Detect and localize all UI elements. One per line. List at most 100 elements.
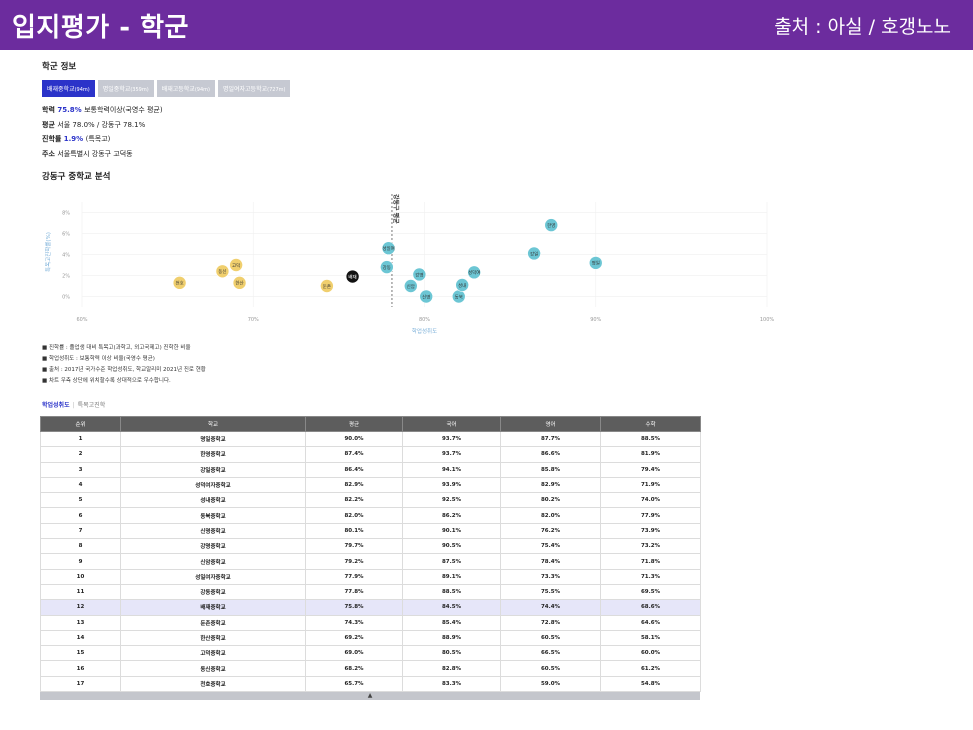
column-header[interactable]: 학교 [120,416,306,432]
table-cell: 83.3% [402,675,501,693]
table-cell: 11 [40,583,121,601]
info-row: 평균 서울 78.0% / 강동구 78.1% [42,118,702,133]
table-cell: 88.5% [402,583,501,601]
scatter-point [544,218,559,232]
x-tick-label: 100% [760,317,775,323]
scatter-point [455,278,469,292]
table-cell: 87.4% [305,446,403,463]
table-row: 5 성내중학교 82.2% 92.5% 80.2% 74.0% [40,492,701,509]
tab-special-school[interactable]: 특목고진학 [77,402,106,409]
point-label: 명일 [592,260,600,267]
table-cell: 82.9% [305,476,403,494]
table-cell: 80.5% [402,645,501,662]
table-cell: 74.4% [500,599,601,616]
table-cell: 13 [40,614,121,631]
table-cell: 둔촌중학교 [120,614,306,631]
tab-achievement[interactable]: 학업성취도 [42,402,70,409]
table-cell: 59.0% [500,675,601,693]
table-cell: 77.8% [305,583,403,601]
table-cell: 8 [40,538,121,555]
table-row: 6 동북중학교 82.0% 86.2% 82.0% 77.9% [40,507,701,524]
table-cell: 1 [40,430,121,448]
table-cell: 명일중학교 [120,430,306,448]
y-tick-label: 4% [62,253,70,259]
point-label: 한산 [235,280,243,287]
info-value: 75.8% [57,106,85,114]
table-cell: 73.3% [500,568,601,585]
table-cell: 성내중학교 [120,492,306,509]
table-row: 10 성일여자중학교 77.9% 89.1% 73.3% 71.3% [40,568,701,585]
table-cell: 79.7% [305,538,403,555]
school-tab-distance: (94m) [194,87,210,93]
table-cell: 75.8% [305,599,403,616]
table-cell: 60.0% [600,645,701,662]
table-cell: 90.5% [402,538,501,555]
table-row: 15 고덕중학교 69.0% 80.5% 66.5% 60.0% [40,645,701,662]
table-cell: 82.9% [500,476,601,494]
y-tick-label: 2% [62,274,70,280]
school-tab-name: 명일여자고등학교 [222,86,268,93]
scatter-point [345,269,360,284]
page-title: 입지평가 - 학군 [12,12,189,43]
table-cell: 86.4% [305,461,403,478]
table-cell: 동북중학교 [120,507,306,524]
column-header[interactable]: 평균 [305,416,403,432]
column-header[interactable]: 국어 [402,416,501,432]
table-cell: 65.7% [305,675,403,693]
info-label: 주소 [42,149,58,158]
table-cell: 17 [40,675,121,693]
info-value: 1.9% [63,135,86,143]
school-tab-3[interactable]: 명일여자고등학교(727m) [217,80,291,97]
table-cell: 86.2% [402,507,501,524]
table-row: 4 성덕여자중학교 82.9% 93.9% 82.9% 71.9% [40,476,701,494]
table-cell: 87.7% [500,430,601,448]
scroll-up-button[interactable]: ▲ [40,692,700,700]
table-cell: 80.1% [305,522,403,540]
table-row: 3 강일중학교 86.4% 94.1% 85.8% 79.4% [40,461,701,478]
table-cell: 7 [40,522,121,540]
x-tick-label: 80% [419,317,430,323]
table-row: 17 천호중학교 65.7% 83.3% 59.0% 54.8% [40,675,701,693]
y-axis-label: 특목고진학률(%) [44,232,52,272]
x-axis-label: 학업성취도 [412,327,437,335]
school-tab-2[interactable]: 배재고등학교(94m) [156,80,215,97]
table-cell: 2 [40,446,121,463]
column-header[interactable]: 순위 [40,416,121,432]
table-cell: 강명중학교 [120,538,306,555]
info-label: 학력 [42,106,58,114]
table-cell: 88.9% [402,629,501,647]
school-tab-name: 배재고등학교 [161,86,195,93]
table-cell: 92.5% [402,492,501,509]
column-header[interactable]: 영어 [500,416,601,432]
scatter-point [172,276,187,290]
table-cell: 72.8% [500,614,601,631]
point-label: 천호 [175,280,183,287]
table-cell: 동신중학교 [120,660,306,677]
column-header[interactable]: 수학 [600,416,701,432]
point-label: 신암 [407,283,415,290]
table-cell: 73.9% [600,522,701,540]
school-tab-1[interactable]: 명일중학교(359m) [97,80,154,97]
table-cell: 79.4% [600,461,701,478]
table-cell: 한산중학교 [120,629,306,647]
analysis-title: 강동구 중학교 분석 [42,172,111,182]
point-label: 동북 [455,294,463,300]
point-label: 둔촌 [323,283,331,290]
y-tick-label: 6% [62,232,70,238]
table-row: 16 동신중학교 68.2% 82.8% 60.5% 61.2% [40,660,701,677]
table-cell: 10 [40,568,121,585]
table-cell: 78.4% [500,553,601,570]
table-body: 1 명일중학교 90.0% 93.7% 87.7% 88.5% 2 한영중학교 87.4% 93.… [40,430,701,693]
table-cell: 71.3% [600,568,701,585]
table-cell: 강일중학교 [120,461,306,478]
scatter-point [403,279,418,293]
info-row: 학력 75.8% 보통학력이상(국영수 평균) [42,103,702,118]
table-cell: 60.5% [500,660,601,677]
table-cell: 77.9% [305,568,403,585]
table-cell: 82.0% [500,507,601,524]
y-tick-label: 8% [62,211,70,217]
table-cell: 85.8% [500,461,601,478]
table-cell: 성일여자중학교 [120,568,306,585]
school-tab-0[interactable]: 배재중학교(94m) [42,80,95,97]
info-label: 진학률 [42,135,64,143]
